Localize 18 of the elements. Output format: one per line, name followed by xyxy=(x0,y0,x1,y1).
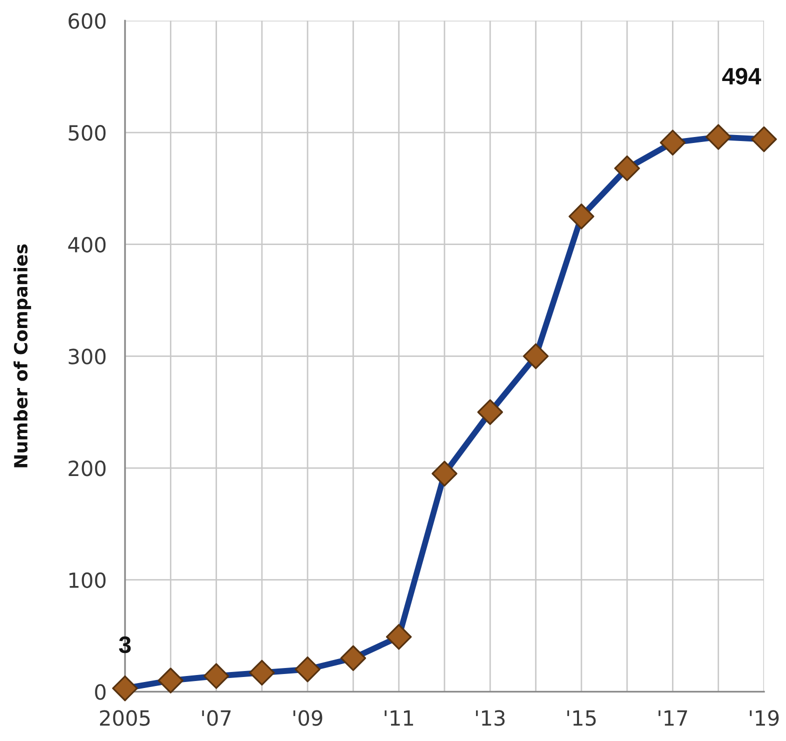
x-tick-label: '09 xyxy=(293,710,322,726)
data-label: 3 xyxy=(118,636,131,654)
x-tick-label: 2005 xyxy=(100,710,150,726)
y-tick-label: 600 xyxy=(68,13,106,29)
y-tick-label: 300 xyxy=(68,348,106,364)
y-axis-title: Number of Companies xyxy=(14,244,32,468)
x-tick-label: '11 xyxy=(384,710,414,726)
x-tick-label: '07 xyxy=(202,710,231,726)
y-tick-label: 200 xyxy=(68,460,106,476)
y-tick-label: 500 xyxy=(68,124,106,141)
y-tick-label: 0 xyxy=(95,684,106,700)
x-tick-label: '17 xyxy=(658,710,688,726)
data-label: 494 xyxy=(722,68,762,85)
x-tick-label: '15 xyxy=(567,710,596,726)
y-tick-label: 400 xyxy=(68,236,106,253)
x-tick-label: '19 xyxy=(750,710,779,726)
x-tick-label: '13 xyxy=(476,710,505,726)
y-tick-label: 100 xyxy=(69,572,106,588)
